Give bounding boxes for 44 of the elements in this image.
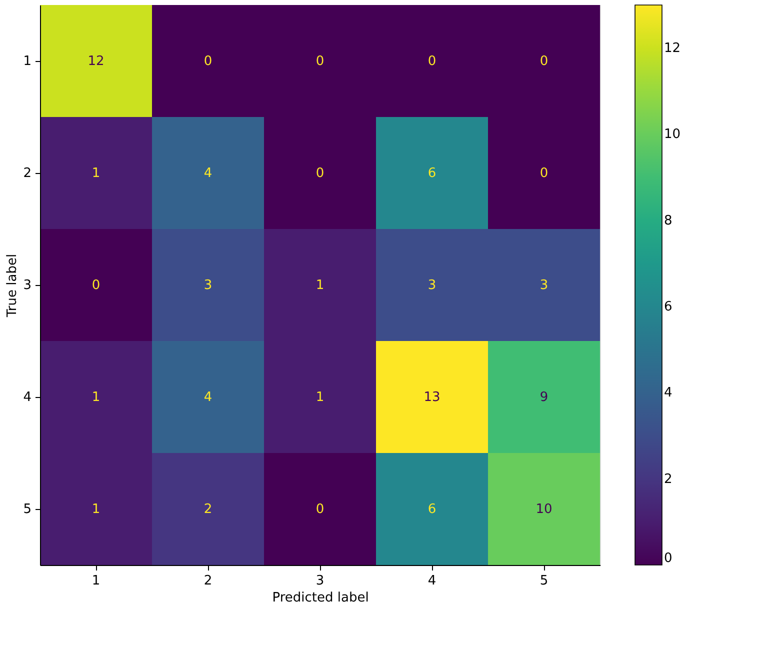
y-tick-label: 3 <box>23 278 32 293</box>
x-tick-label: 5 <box>540 574 548 588</box>
data-label: 4 <box>204 390 212 405</box>
color-bar-label: 8 <box>664 213 672 228</box>
data-label: 0 <box>204 54 212 69</box>
color-bar-label: 0 <box>664 551 672 566</box>
data-label: 2 <box>204 502 212 517</box>
data-label: 6 <box>428 502 436 517</box>
data-label: 1 <box>92 502 100 517</box>
data-label: 6 <box>428 166 436 181</box>
data-label: 0 <box>316 166 324 181</box>
color-bar-label: 4 <box>664 386 672 401</box>
data-label: 1 <box>92 390 100 405</box>
x-tick-label: 2 <box>204 574 212 588</box>
y-tick-label: 1 <box>23 54 32 69</box>
y-tick-label: 4 <box>23 390 32 405</box>
x-tick-label: 4 <box>428 574 436 588</box>
color-bar-label: 12 <box>664 41 681 56</box>
data-label: 1 <box>92 166 100 181</box>
data-label: 9 <box>540 390 548 405</box>
data-label: 1 <box>316 390 324 405</box>
data-label: 0 <box>540 166 548 181</box>
y-tick-label: 2 <box>23 166 32 181</box>
color-bar-label: 10 <box>664 127 681 142</box>
data-label: 13 <box>424 390 440 405</box>
data-label: 3 <box>540 278 548 293</box>
y-tick-label: 5 <box>23 502 32 517</box>
data-label: 0 <box>92 278 100 293</box>
data-label: 0 <box>316 54 324 69</box>
data-label: 0 <box>316 502 324 517</box>
color-bar-label: 2 <box>664 472 672 487</box>
x-tick-label: 3 <box>316 574 324 588</box>
data-label: 10 <box>536 502 552 517</box>
data-label: 3 <box>204 278 212 293</box>
data-label: 0 <box>540 54 548 69</box>
data-label: 12 <box>88 54 104 69</box>
data-label: 3 <box>428 278 436 293</box>
data-label: 4 <box>204 166 212 181</box>
data-label: 0 <box>428 54 436 69</box>
data-label: 1 <box>316 278 324 293</box>
y-axis-title: True label <box>5 254 20 318</box>
color-bar-label: 6 <box>664 300 672 315</box>
x-axis-title: Predicted label <box>272 590 369 606</box>
x-tick-label: 1 <box>92 574 100 588</box>
